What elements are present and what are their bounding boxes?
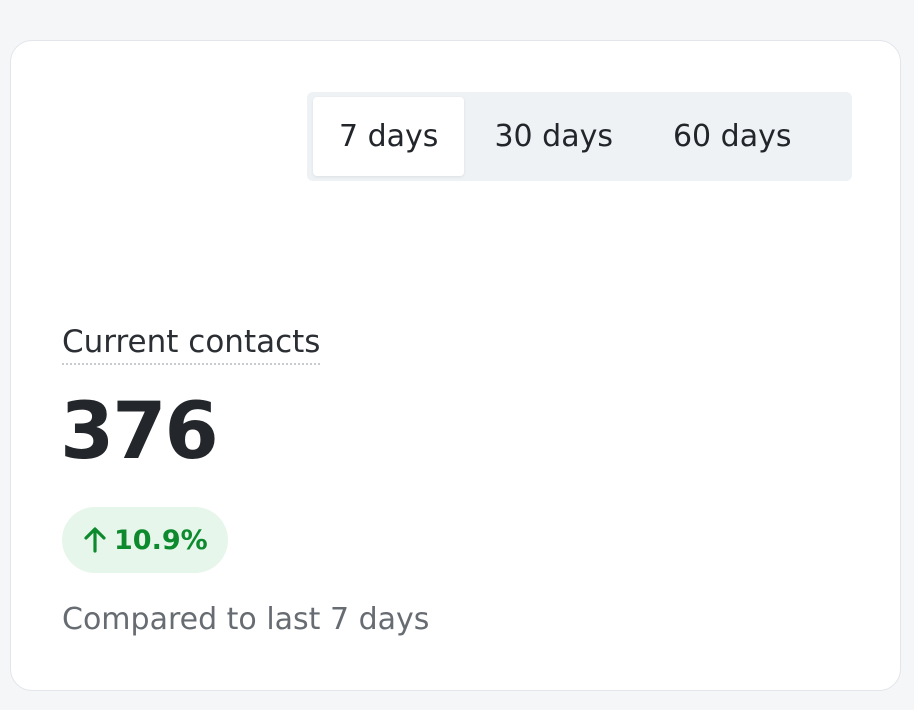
change-badge: 10.9% — [62, 507, 228, 573]
metric-label: Current contacts — [62, 323, 321, 365]
period-tab[interactable]: 30 days — [494, 119, 613, 154]
metric-value: 376 — [60, 387, 219, 477]
period-tab[interactable]: 7 days — [313, 97, 465, 176]
up-arrow-icon — [84, 527, 106, 553]
metric-card: 7 days 30 days 60 days Current contacts 37… — [10, 40, 901, 691]
comparison-text: Compared to last 7 days — [62, 602, 430, 637]
change-value: 10.9% — [114, 524, 208, 556]
period-tab[interactable]: 60 days — [672, 119, 792, 154]
period-tabs: 7 days 30 days 60 days — [307, 92, 852, 181]
